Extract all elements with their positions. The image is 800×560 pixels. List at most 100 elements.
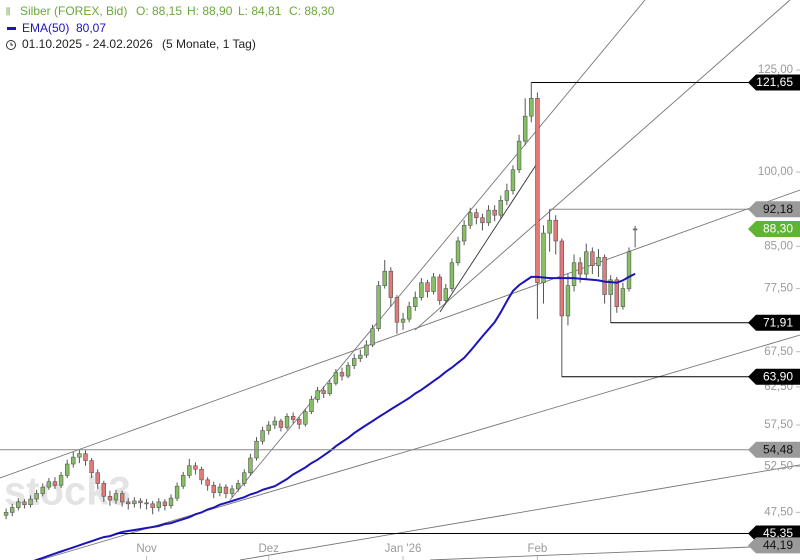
candle-body [278,420,284,428]
candle-body [358,354,363,359]
candle-body [339,372,345,377]
x-tick-label: Nov [136,543,157,555]
price-box [748,74,800,91]
price-label: 63,90 [763,369,793,383]
x-tick-label: Feb [527,543,547,555]
candle-body [626,251,632,289]
candle-body [590,251,595,266]
ohlc-low: L: 84,81 [238,4,282,18]
trend-line [0,189,800,479]
price-box [748,368,800,385]
candle-body [541,232,546,284]
y-tick-label: 77,50 [764,283,793,295]
candle-body [193,465,198,470]
candle-body [10,507,15,513]
ohlc-high: H: 88,90 [187,4,233,18]
candle-body [584,251,589,275]
candle-body [107,495,113,501]
candle-body [352,358,357,366]
price-label: 121,65 [756,75,793,89]
candle-body [571,262,577,286]
candle-body [290,416,296,420]
candle-body [370,328,375,346]
candle-body [394,297,400,323]
candle-body [522,115,528,142]
candle-body [229,488,235,494]
ohlc-open: O: 88,15 [136,4,182,18]
candle-body [620,288,626,307]
candle-body [284,416,290,428]
price-label: 92,18 [763,202,793,216]
price-label: 45,35 [763,526,793,540]
candle-body [156,501,161,508]
candle-body [516,140,522,171]
candle-body [315,390,320,400]
candle-body [382,270,387,286]
candle-body [535,98,540,284]
candle-body [474,212,479,218]
candle-body [113,493,119,501]
candle-body [71,456,76,465]
candle-body [547,219,552,234]
period: 01.10.2025 - 24.02.2026 [22,37,153,51]
candle-body [22,501,27,506]
candle-body [376,285,381,329]
symbol: Silber (FOREX, Bid) [20,4,127,18]
candle-body [577,262,583,275]
x-tick-label: Dez [258,543,279,555]
candle-body [40,486,45,494]
candle-body [242,472,247,484]
y-tick-label: 85,00 [764,240,793,252]
candle-body [455,240,461,264]
ohlc-close: C: 88,30 [289,4,335,18]
candle-body [486,209,491,224]
y-tick-label: 47,50 [764,506,793,518]
candle-body [64,463,70,476]
candle-body [199,468,204,481]
candle-body [16,501,21,508]
candle-body [28,498,33,506]
candle-body [413,297,418,307]
legend-value: 80,07 [76,21,106,35]
candle-body [504,190,510,201]
candle-body [303,411,308,425]
candle-body [529,98,534,117]
candle-body [608,279,613,295]
candle-body [89,460,94,474]
candle-body [162,501,168,506]
trend-line [439,164,537,313]
trend-line [229,0,646,501]
y-tick-label: 100,00 [758,166,793,178]
candle-body [138,500,143,504]
y-tick-label: 52,50 [764,461,793,473]
candle-body [406,306,412,320]
trend-line [414,0,791,331]
candle-body [52,481,58,486]
ema-line [33,272,636,560]
candle-body [248,457,253,474]
candle-body [480,217,485,224]
candle-body [498,200,503,216]
period-note: (5 Monate, 1 Tag) [162,37,256,51]
candle-body [431,276,436,292]
candle-body [614,279,619,307]
candle-body [168,497,174,506]
candle-body [345,365,351,377]
candle-body [297,419,302,425]
candle-body [260,430,265,442]
candle-body [461,225,467,242]
candle-body [205,479,210,486]
candle-body [119,493,125,503]
plot: 125,00100,0085,0077,5067,5062,5057,5052,… [0,64,800,560]
clock-hand [10,42,13,46]
trend-line [239,464,800,560]
candle-body [309,399,314,413]
trend-line [39,334,800,560]
candle-body [126,501,131,505]
candle-body [58,475,64,486]
candle-body [565,285,571,317]
candle-body [150,503,155,508]
icon: ⫼ [6,6,10,16]
candle-body [101,483,107,497]
